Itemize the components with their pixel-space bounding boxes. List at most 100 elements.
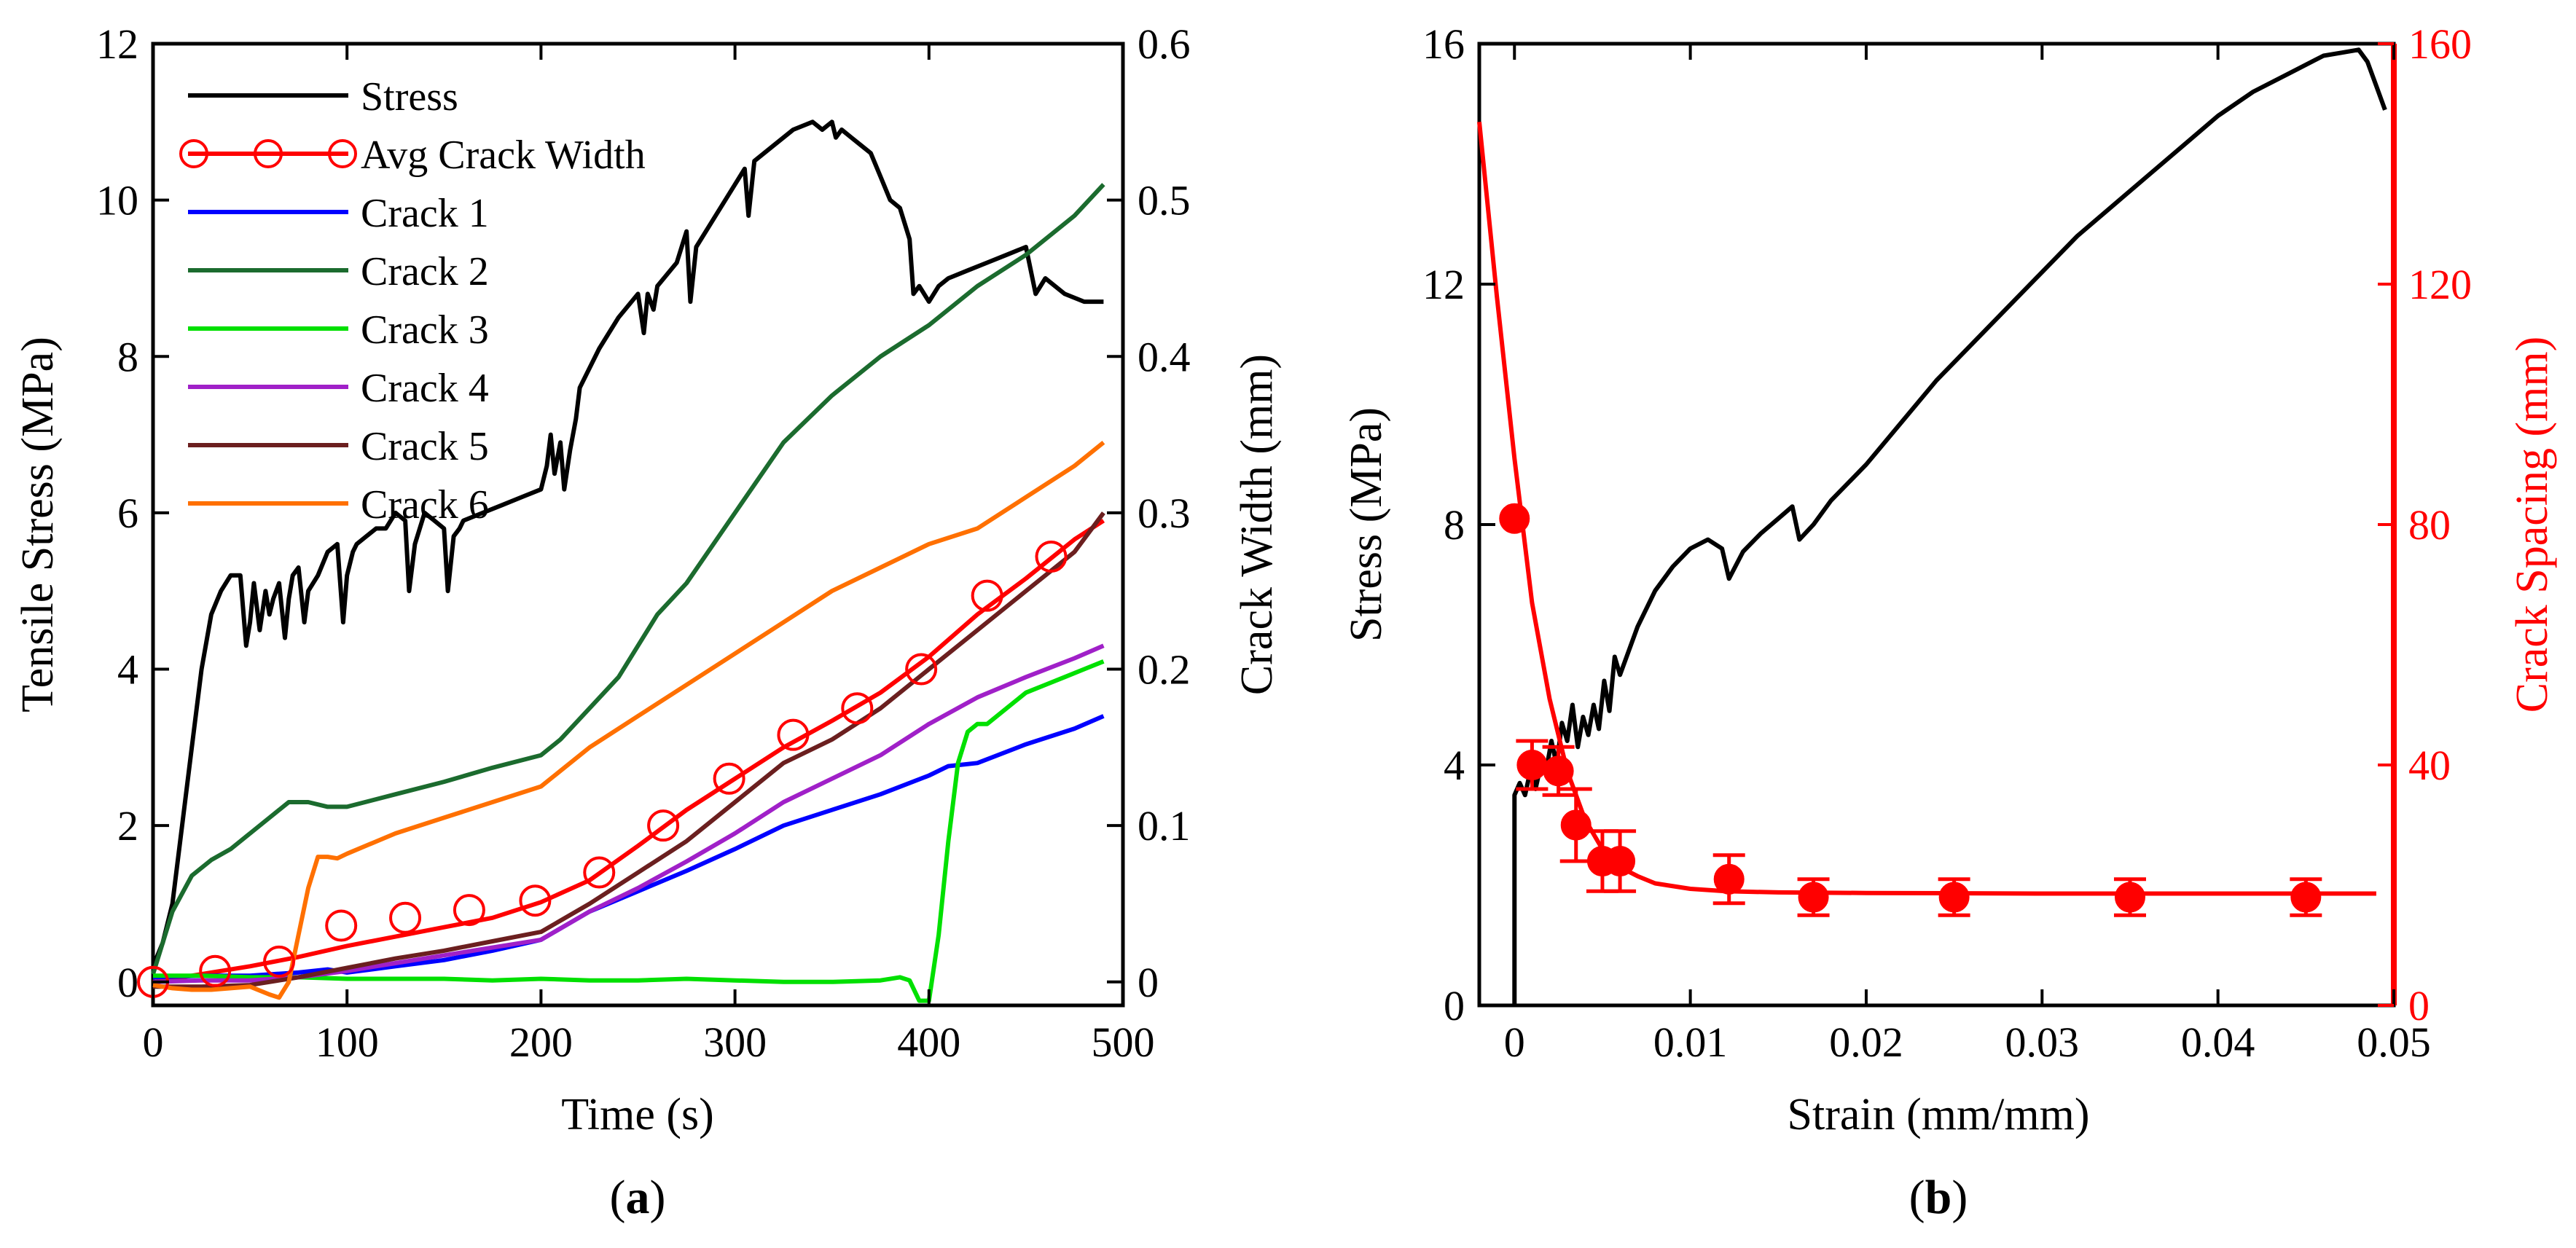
panel-label-b: (b) [1909, 1171, 1968, 1224]
b-series-line-crack-spacing [1477, 121, 2376, 896]
a-series-line-crack-2 [151, 183, 1105, 975]
a-avg-crack-width-marker-9 [713, 762, 745, 795]
a-y-tick-label-1: 2 [117, 802, 138, 849]
marker-layer-a [137, 541, 1068, 998]
panel-letter-a: a [626, 1171, 650, 1224]
a-avg-crack-width-marker-10 [777, 718, 810, 751]
b-y-tick-label-3: 12 [1422, 261, 1465, 308]
b-y-tick-label-2: 8 [1444, 501, 1465, 549]
b-crack-spacing-point-0 [1499, 503, 1530, 534]
legend-label-avg-crack-width: Avg Crack Width [361, 133, 646, 178]
a-avg-crack-width-marker-6 [519, 884, 552, 917]
panel-letter-b: b [1925, 1171, 1952, 1224]
legend-marker-avg-crack-width-2 [328, 139, 357, 168]
a-avg-crack-width-marker-8 [647, 809, 680, 842]
y-axis-title-a: Tensile Stress (MPa) [13, 337, 63, 713]
legend-label-crack-3: Crack 3 [361, 307, 489, 353]
b-crack-spacing-point-7 [1798, 882, 1829, 913]
a-series-line-crack-4 [152, 643, 1105, 984]
a-x-tick-label-3: 300 [703, 1019, 767, 1066]
a-x-tick-label-0: 0 [143, 1019, 164, 1066]
b-y-tick-label-1: 4 [1444, 742, 1465, 789]
legend-label-crack-4: Crack 4 [361, 366, 489, 411]
a-y2-tick-label-5: 0.5 [1138, 177, 1191, 224]
a-series-line-stress [151, 119, 1104, 968]
b-x-tick-label-5: 0.05 [2357, 1019, 2431, 1066]
b-crack-spacing-point-3 [1560, 809, 1592, 841]
a-y-tick-label-4: 8 [117, 333, 138, 380]
a-y2-tick-label-1: 0.1 [1138, 802, 1191, 849]
b-crack-spacing-point-10 [2290, 882, 2322, 913]
chart-panel-a: 0 100 200 300 400 500 0 2 4 6 8 10 12 0 0.1 0.2 0.3 0.4 0.… [13, 20, 1282, 1224]
a-avg-crack-width-marker-4 [389, 901, 422, 934]
x-axis-title-a: Time (s) [561, 1090, 714, 1139]
a-avg-crack-width-marker-14 [1035, 541, 1068, 573]
y2-axis-title-b: Crack Spacing (mm) [2508, 337, 2557, 713]
a-avg-crack-width-marker-5 [453, 894, 485, 927]
a-y-tick-label-5: 10 [96, 177, 138, 224]
a-y2-tick-label-6: 0.6 [1138, 20, 1191, 68]
y-axis-title-b: Stress (MPa) [1342, 407, 1391, 642]
b-x-tick-label-1: 0.01 [1653, 1019, 1728, 1066]
b-y2-tick-label-3: 120 [2408, 261, 2472, 308]
x-axis-title-b: Strain (mm/mm) [1787, 1090, 2089, 1139]
b-crack-spacing-point-2 [1543, 756, 1574, 787]
a-y-tick-label-0: 0 [117, 959, 138, 1006]
y2-axis-title-a: Crack Width (mm) [1232, 354, 1282, 695]
legend-marker-avg-crack-width-1 [254, 139, 283, 168]
a-avg-crack-width-marker-2 [263, 945, 296, 978]
panel-label-a: (a) [610, 1171, 666, 1224]
a-y-tick-label-2: 4 [117, 646, 138, 694]
a-y-tick-label-3: 6 [117, 490, 138, 537]
legend-a: Stress Avg Crack Width Crack 1 Crack 2 Crack… [179, 74, 646, 527]
b-y-tick-label-0: 0 [1444, 982, 1465, 1029]
a-series-line-crack-5 [153, 511, 1105, 989]
a-series-line-avg-crack-width [152, 519, 1105, 984]
b-crack-spacing-point-1 [1516, 750, 1548, 780]
a-x-tick-label-5: 500 [1092, 1019, 1155, 1066]
a-avg-crack-width-marker-11 [841, 692, 874, 725]
a-avg-crack-width-marker-1 [199, 954, 232, 987]
legend-label-crack-5: Crack 5 [361, 424, 489, 469]
b-y2-tick-label-0: 0 [2408, 982, 2430, 1029]
b-x-tick-label-2: 0.02 [1829, 1019, 1903, 1066]
a-y2-tick-label-0: 0 [1138, 959, 1159, 1006]
legend-label-stress: Stress [361, 74, 458, 119]
b-x-tick-label-3: 0.03 [2005, 1019, 2080, 1066]
legend-label-crack-2: Crack 2 [361, 249, 489, 294]
a-avg-crack-width-marker-3 [325, 909, 358, 942]
a-x-tick-label-1: 100 [316, 1019, 379, 1066]
marker-layer-b [1499, 503, 2322, 917]
a-x-tick-label-4: 400 [897, 1019, 960, 1066]
a-x-tick-label-2: 200 [509, 1019, 573, 1066]
b-crack-spacing-point-8 [1938, 882, 1970, 913]
a-y2-tick-label-3: 0.3 [1138, 490, 1191, 537]
legend-label-crack-1: Crack 1 [361, 191, 489, 236]
b-x-tick-label-0: 0 [1504, 1019, 1525, 1066]
chart-panel-b: 0 0.01 0.02 0.03 0.04 0.05048121604080120160 … [1342, 20, 2557, 1224]
a-avg-crack-width-marker-7 [583, 856, 616, 889]
b-crack-spacing-point-9 [2114, 882, 2145, 913]
b-series-line-stress [1512, 47, 2387, 1005]
b-crack-spacing-point-6 [1713, 863, 1745, 895]
a-y2-tick-label-4: 0.4 [1138, 333, 1191, 380]
a-y-tick-label-6: 12 [96, 20, 138, 68]
b-x-tick-label-4: 0.04 [2181, 1019, 2255, 1066]
a-series-line-crack-3 [153, 659, 1105, 1003]
b-y-tick-label-4: 16 [1422, 20, 1465, 68]
ticks-a: 0 100 200 300 400 500 0 2 4 6 8 10 12 0 0.1 0.2 0.3 0.4 0.… [96, 20, 1191, 1066]
a-series-line-crack-6 [152, 440, 1105, 1000]
legend-marker-avg-crack-width-0 [179, 139, 208, 168]
a-y2-tick-label-2: 0.2 [1138, 646, 1191, 694]
a-avg-crack-width-marker-13 [971, 579, 1003, 612]
b-y2-tick-label-2: 80 [2408, 501, 2451, 549]
a-avg-crack-width-marker-12 [905, 653, 938, 686]
b-crack-spacing-point-5 [1605, 846, 1636, 876]
b-y2-tick-label-1: 40 [2408, 742, 2451, 789]
b-y2-tick-label-4: 160 [2408, 20, 2472, 68]
legend-label-crack-6: Crack 6 [361, 482, 489, 527]
series-layer-a [151, 119, 1105, 1003]
plot-frame-a [151, 42, 1125, 1008]
